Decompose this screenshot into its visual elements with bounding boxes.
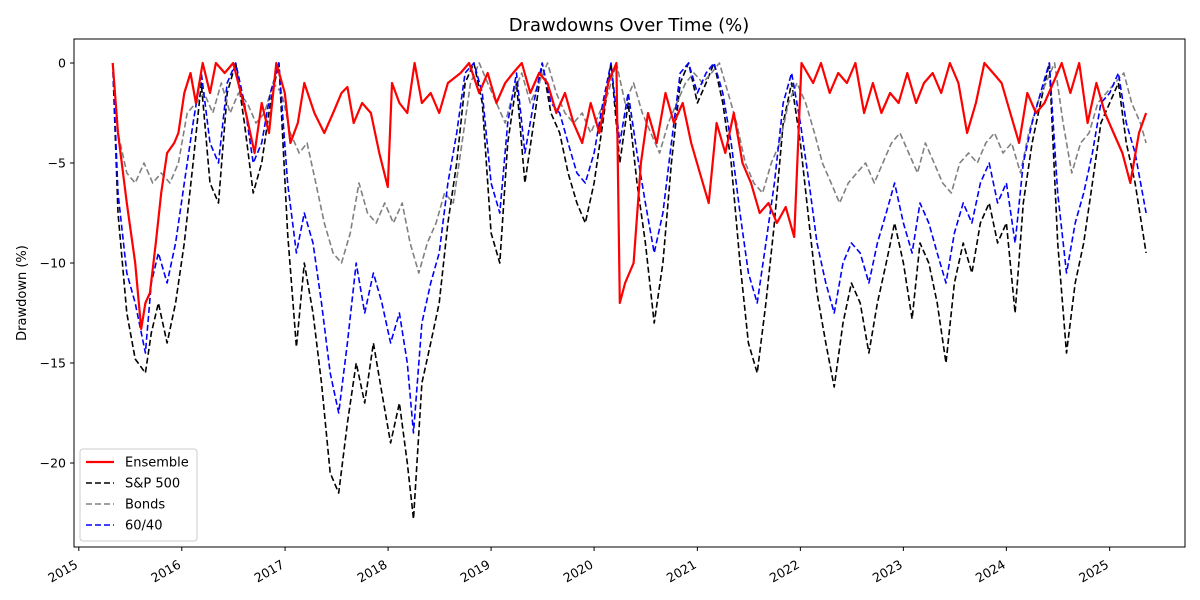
x-tick-label: 2016	[148, 557, 183, 586]
series-layer	[111, 61, 1148, 520]
y-axis-title: Drawdown (%)	[15, 245, 30, 341]
legend-label: S&P 500	[125, 477, 180, 492]
chart-title: Drawdowns Over Time (%)	[509, 15, 750, 36]
x-tick-label: 2015	[45, 557, 80, 586]
y-tick-label: 0	[58, 56, 66, 71]
x-tick-label: 2024	[973, 557, 1008, 586]
y-tick-label: −20	[40, 456, 66, 471]
legend-box	[79, 448, 198, 542]
series-line-ensemble	[111, 61, 1148, 331]
legend: Ensemble S&P 500 Bonds 60/40	[79, 448, 198, 542]
y-tick-label: −10	[40, 256, 66, 271]
x-tick-label: 2020	[561, 557, 596, 586]
y-tick-label: −5	[48, 156, 66, 171]
x-tick-label: 2018	[355, 557, 390, 586]
plot-frame	[73, 38, 1186, 548]
y-axis: 0 −5 −10 −15 −20	[40, 56, 74, 471]
series-line-bonds	[111, 62, 1147, 274]
legend-label: 60/40	[125, 519, 162, 534]
x-tick-label: 2023	[870, 557, 905, 586]
legend-label: Ensemble	[125, 456, 189, 471]
x-tick-label: 2022	[767, 557, 802, 586]
x-tick-label: 2017	[252, 557, 287, 586]
x-axis: 2015 2016 2017 2018 2019 2020 2021 2022 2023 2024…	[45, 547, 1111, 586]
y-tick-label: −15	[40, 356, 66, 371]
x-tick-label: 2021	[664, 557, 699, 586]
x-tick-label: 2019	[458, 557, 493, 586]
x-tick-label: 2025	[1076, 557, 1111, 586]
series-line-60-40	[111, 62, 1147, 434]
legend-label: Bonds	[125, 498, 165, 513]
